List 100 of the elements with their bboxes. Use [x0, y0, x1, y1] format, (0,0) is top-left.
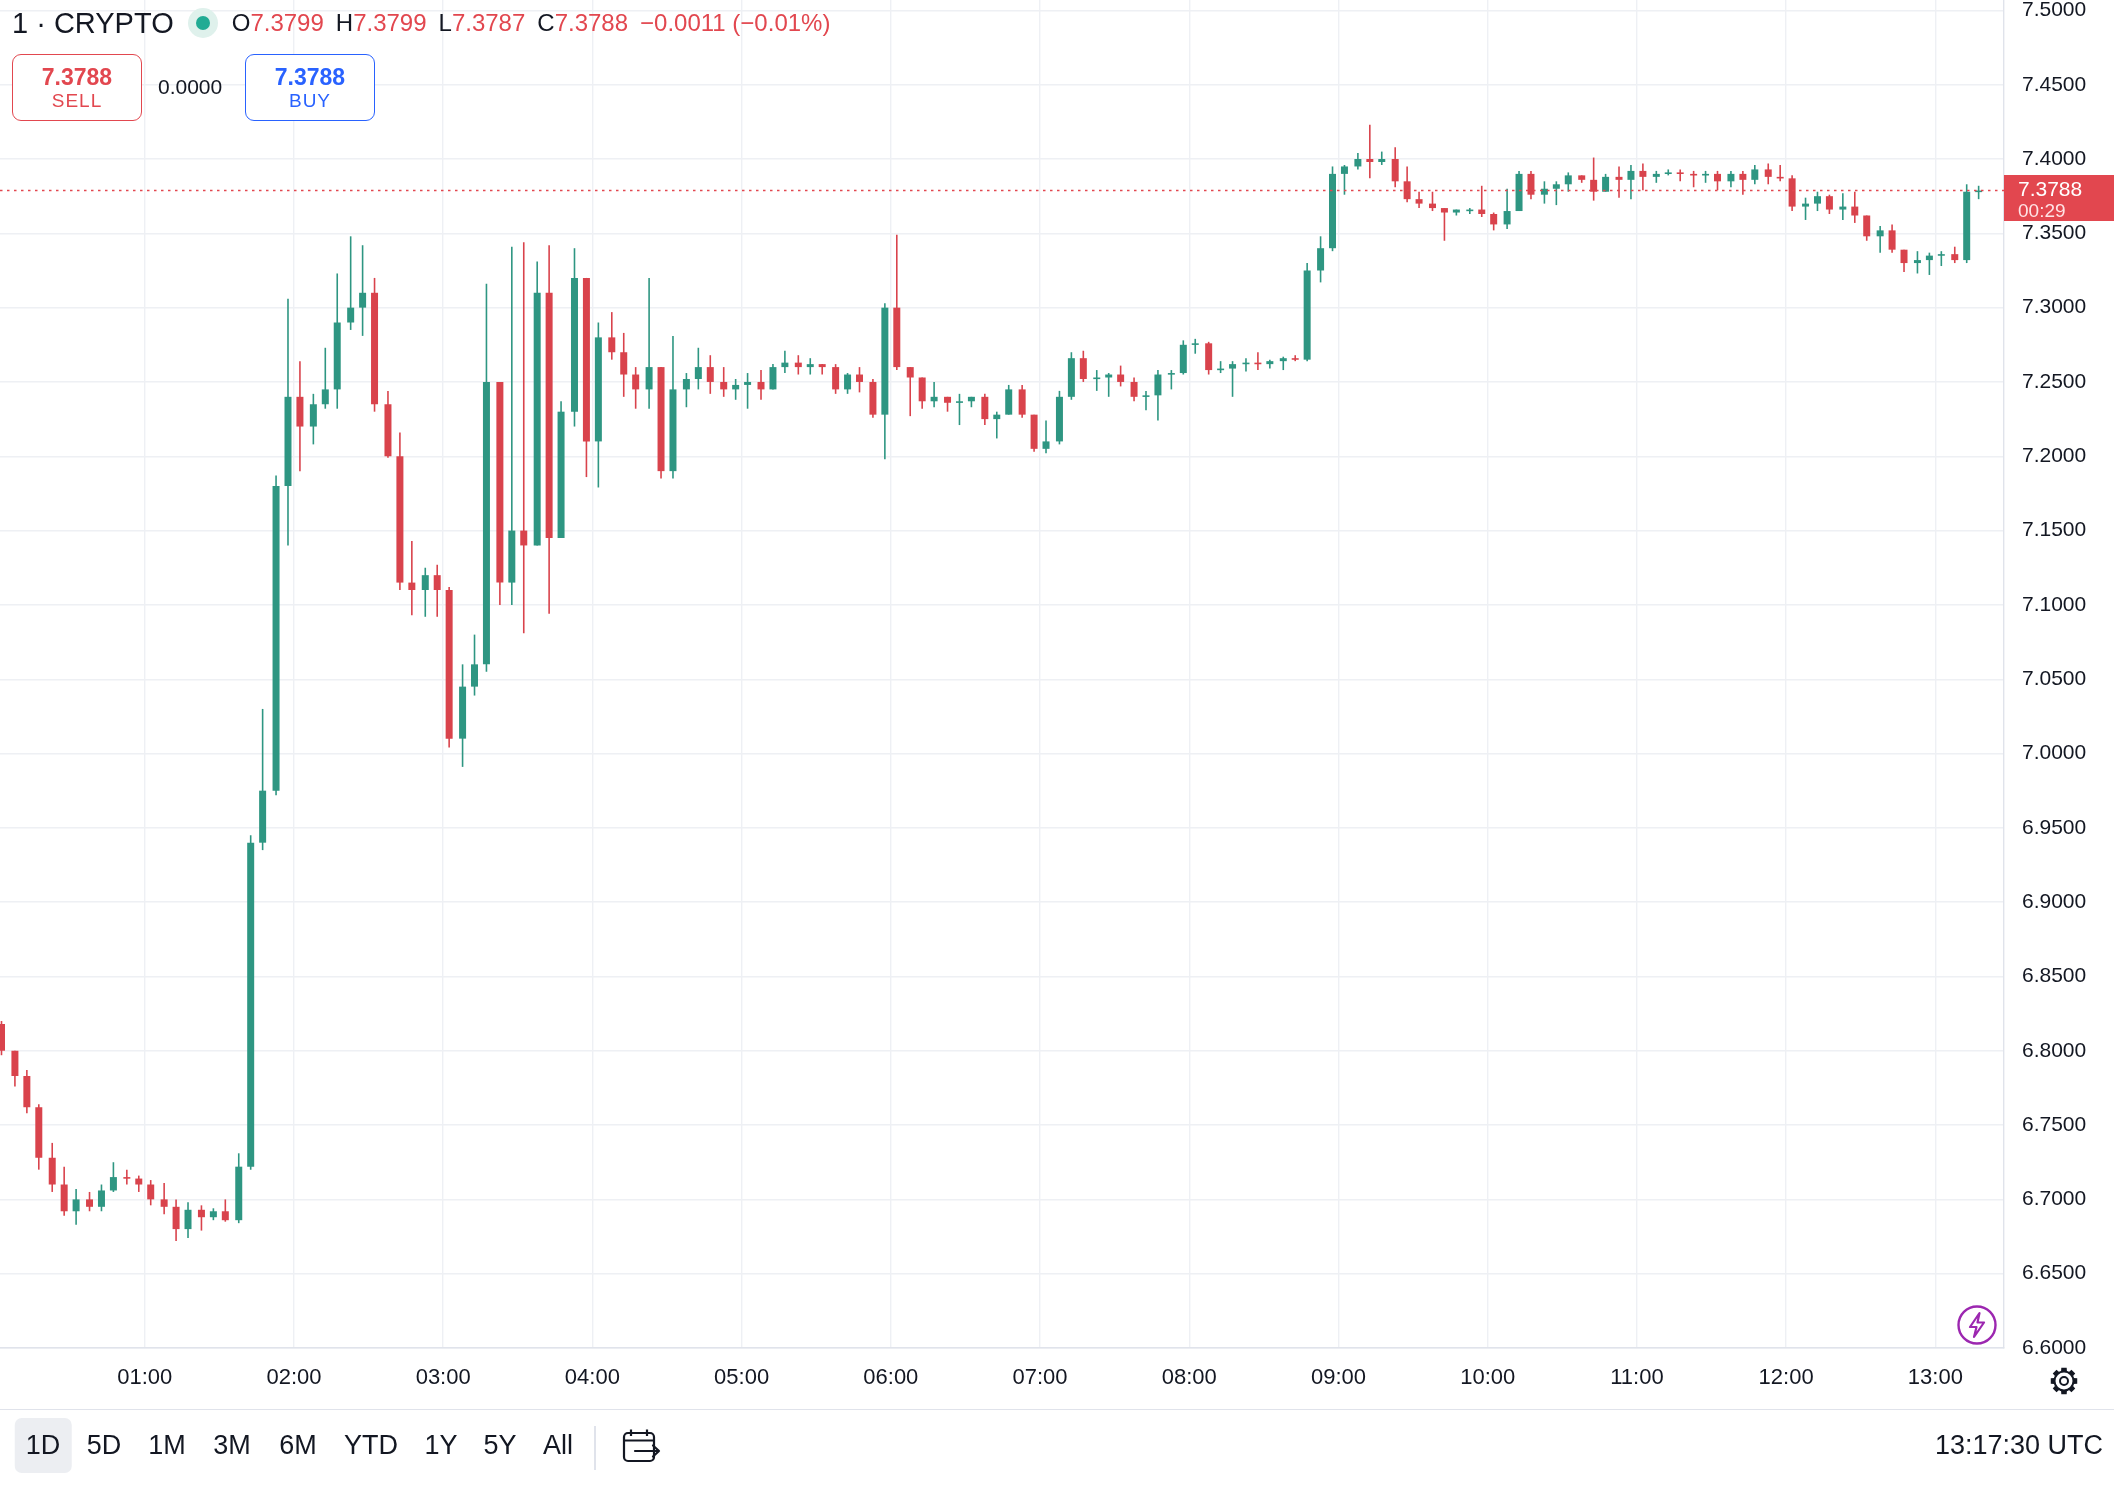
annotation: −0.0011 (−0.01%) — [640, 9, 831, 37]
x-tick-label: 10:00 — [1460, 1364, 1516, 1390]
y-tick-label: 7.4000 — [2022, 145, 2087, 169]
candlestick — [1167, 369, 1175, 391]
text: 13:17:30 UTC — [1934, 1430, 2103, 1461]
candlestick — [147, 1179, 155, 1207]
candlestick — [781, 349, 789, 374]
candlestick — [955, 393, 963, 426]
candlestick — [1925, 251, 1933, 276]
candlestick — [1142, 390, 1150, 411]
candlestick — [1540, 180, 1548, 205]
y-tick-label: 7.5000 — [2022, 0, 2087, 21]
candlestick — [421, 566, 429, 618]
text: 6M — [279, 1430, 317, 1461]
candlestick — [1876, 225, 1884, 254]
x-tick-label: 03:00 — [415, 1364, 471, 1390]
candlestick — [806, 357, 814, 376]
candlestick — [757, 369, 765, 401]
candlestick — [1552, 180, 1560, 206]
annotation: 7.3788 — [41, 63, 113, 90]
x-tick-label: 09:00 — [1310, 1364, 1367, 1390]
candlestick — [1764, 162, 1772, 186]
candlestick — [1813, 190, 1821, 212]
text: 5D — [86, 1430, 122, 1461]
candlestick — [86, 1191, 94, 1213]
candlestick — [97, 1183, 105, 1213]
candlestick — [347, 235, 355, 331]
candlestick — [1317, 235, 1325, 284]
candlestick — [1564, 171, 1572, 193]
y-tick-label: 6.7000 — [2022, 1186, 2087, 1210]
x-tick-label: 13:00 — [1907, 1364, 1963, 1390]
candlestick — [856, 366, 863, 394]
candlestick — [1888, 223, 1896, 254]
text: 00:29 — [2018, 199, 2066, 221]
x-tick-label: 07:00 — [1012, 1364, 1068, 1390]
candlestick — [1863, 214, 1871, 242]
candlestick — [1627, 164, 1635, 200]
candlestick — [706, 354, 714, 395]
candlestick — [1802, 196, 1810, 221]
candlestick — [645, 277, 653, 410]
candlestick — [172, 1198, 180, 1242]
text: 1M — [148, 1430, 186, 1461]
y-tick-label: 6.7500 — [2022, 1111, 2087, 1135]
candlestick — [359, 244, 367, 337]
candlestick — [1117, 364, 1125, 388]
candlestick — [620, 332, 628, 398]
y-tick-label: 7.0000 — [2022, 740, 2087, 764]
candlestick — [1391, 146, 1399, 189]
y-tick-label: 7.3500 — [2022, 220, 2087, 244]
candlestick — [694, 346, 702, 391]
candlestick — [520, 241, 528, 634]
candlestick — [1428, 190, 1436, 212]
candlestick — [1639, 162, 1647, 192]
y-tick-label: 7.2500 — [2022, 368, 2087, 392]
candlestick — [1130, 376, 1138, 403]
candlestick — [1839, 192, 1847, 221]
y-tick-label: 6.6000 — [2022, 1334, 2087, 1358]
candlestick — [844, 372, 852, 395]
y-tick-label: 7.4500 — [2022, 71, 2087, 95]
candlestick — [1440, 207, 1448, 242]
y-tick-label: 6.8500 — [2022, 963, 2087, 987]
candlestick — [720, 366, 728, 398]
candlestick — [72, 1188, 80, 1226]
ref-line-label: 7.3788 — [2018, 176, 2083, 200]
candlestick — [1503, 187, 1511, 230]
annotation: H7.3799 — [335, 9, 427, 36]
text: 1D — [14, 1418, 72, 1473]
candlestick — [1042, 419, 1050, 455]
annotation: C7.3788 — [537, 9, 629, 36]
y-tick-label: 7.3000 — [2022, 294, 2087, 318]
y-tick-label: 6.9500 — [2022, 814, 2087, 838]
candlestick — [682, 372, 690, 409]
candlestick — [1913, 250, 1921, 275]
candlestick — [832, 363, 840, 395]
candlestick — [1378, 150, 1386, 166]
text: 3M — [213, 1430, 251, 1461]
candlestick — [632, 366, 640, 410]
candlestick — [744, 372, 752, 410]
text: 5Y — [483, 1430, 517, 1461]
x-tick-label: 08:00 — [1161, 1364, 1217, 1390]
y-tick-label: 6.6500 — [2022, 1260, 2087, 1284]
annotation: O7.3799 — [231, 9, 324, 36]
candlestick — [309, 393, 317, 446]
annotation: L7.3787 — [438, 9, 526, 36]
candlestick — [184, 1201, 192, 1239]
candlestick — [1676, 168, 1684, 183]
x-tick-label: 06:00 — [863, 1364, 919, 1390]
candlestick — [433, 563, 441, 618]
candlestick — [608, 311, 616, 361]
candlestick — [197, 1204, 205, 1232]
candlestick — [1279, 355, 1287, 371]
candlestick — [1751, 164, 1759, 186]
candlestick — [1154, 369, 1162, 422]
candlestick — [321, 346, 329, 410]
candlestick — [818, 363, 826, 376]
x-tick-label: 01:00 — [117, 1364, 173, 1390]
y-tick-label: 7.1000 — [2022, 591, 2087, 615]
candlestick — [1366, 124, 1374, 180]
x-tick-label: 05:00 — [714, 1364, 770, 1390]
candlestick — [221, 1198, 229, 1223]
